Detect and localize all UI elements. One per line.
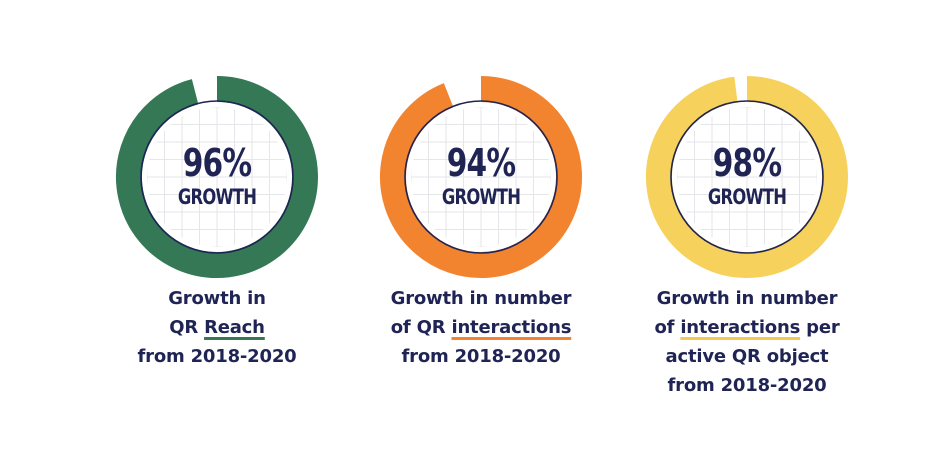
growth-arc [115, 76, 318, 278]
caption-line: Growth in [92, 284, 342, 313]
percent-value: 98% [712, 141, 782, 185]
caption-line: from 2018-2020 [622, 371, 872, 400]
caption-qr-reach: Growth in QR Reach from 2018-2020 [92, 284, 342, 371]
growth-arc [646, 76, 848, 278]
caption-text: Growth in number [390, 288, 572, 309]
caption-line: QR Reach [92, 313, 342, 342]
caption-line: of QR interactions [356, 313, 606, 342]
caption-line: active QR object [622, 342, 872, 371]
caption-text: active QR object [665, 346, 829, 367]
caption-active-object-interactions: Growth in number of interactions per act… [622, 284, 872, 400]
donut-chart-qr-reach: 96% GROWTH [114, 74, 320, 280]
caption-text: QR [169, 317, 205, 338]
caption-text: per [800, 317, 840, 338]
caption-text: Growth in number [656, 288, 838, 309]
percent-value: 96% [182, 141, 252, 185]
percent-value: 94% [446, 141, 516, 185]
growth-label: GROWTH [177, 185, 257, 209]
growth-label: GROWTH [707, 185, 787, 209]
donut-svg [115, 76, 318, 278]
donut-svg [380, 76, 582, 278]
caption-line: from 2018-2020 [92, 342, 342, 371]
caption-line: from 2018-2020 [356, 342, 606, 371]
growth-card-active-object-interactions: 98% GROWTH Growth in number of interacti… [622, 74, 872, 414]
caption-text: from 2018-2020 [667, 375, 827, 396]
caption-qr-interactions: Growth in number of QR interactions from… [356, 284, 606, 371]
caption-line: Growth in number [356, 284, 606, 313]
highlighted-caption-word: Reach [204, 317, 265, 338]
growth-arc [380, 76, 582, 278]
inner-ring [404, 100, 558, 254]
caption-text: Growth in [168, 288, 266, 309]
inner-ring [670, 100, 824, 254]
highlighted-caption-word: interactions [451, 317, 572, 338]
caption-text: of QR [390, 317, 452, 338]
growth-label: GROWTH [441, 185, 521, 209]
caption-text: from 2018-2020 [137, 346, 297, 367]
caption-line: of interactions per [622, 313, 872, 342]
donut-chart-active-object-interactions: 98% GROWTH [644, 74, 850, 280]
donut-chart-qr-interactions: 94% GROWTH [378, 74, 584, 280]
donut-svg [646, 76, 848, 278]
caption-line: Growth in number [622, 284, 872, 313]
highlighted-caption-word: interactions [680, 317, 801, 338]
growth-card-qr-interactions: 94% GROWTH Growth in number of QR intera… [356, 74, 606, 414]
growth-card-qr-reach: 96% GROWTH Growth in QR Reach from 2018-… [92, 74, 342, 414]
caption-text: from 2018-2020 [401, 346, 561, 367]
inner-ring [140, 100, 294, 254]
caption-text: of [654, 317, 681, 338]
